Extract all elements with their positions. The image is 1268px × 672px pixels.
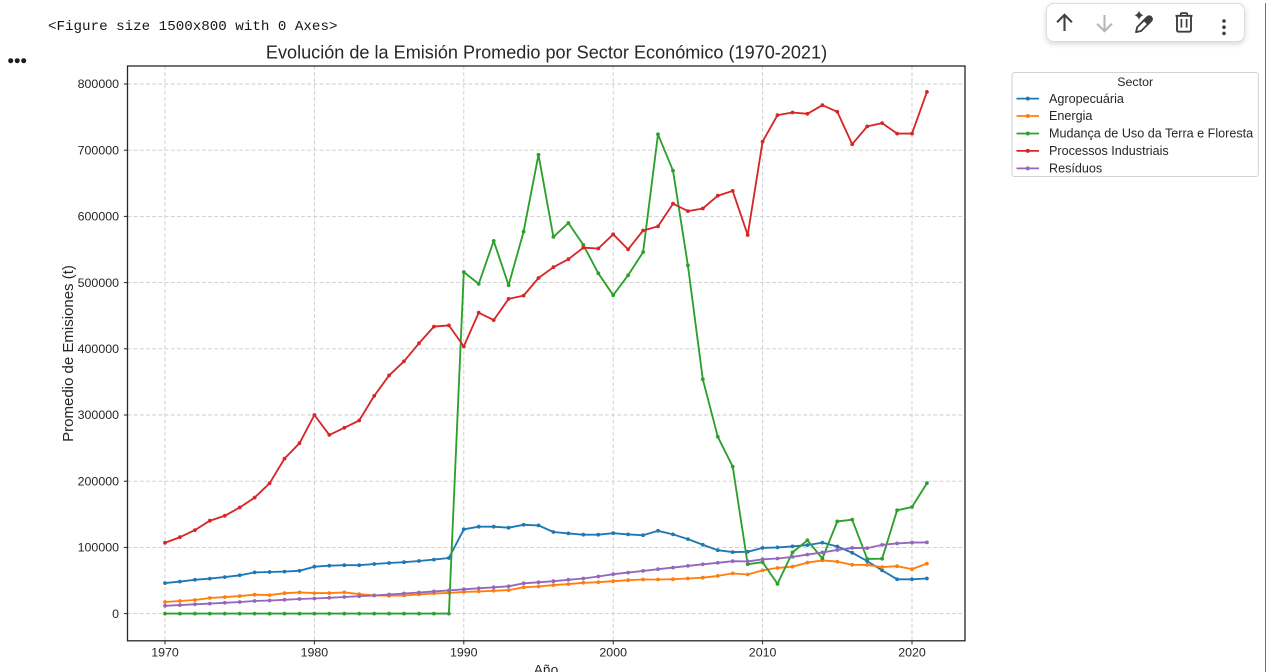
svg-text:2000: 2000: [599, 646, 627, 660]
svg-text:1970: 1970: [151, 646, 179, 660]
svg-text:100000: 100000: [78, 541, 119, 555]
svg-text:Año: Año: [534, 662, 559, 672]
svg-text:700000: 700000: [78, 143, 119, 157]
svg-text:Promedio de Emisiones (t): Promedio de Emisiones (t): [60, 265, 77, 442]
svg-text:Mudança de Uso da Terra e Flor: Mudança de Uso da Terra e Floresta: [1049, 127, 1253, 141]
svg-text:Sector: Sector: [1117, 75, 1153, 89]
svg-text:Evolución de la Emisión Promed: Evolución de la Emisión Promedio por Sec…: [266, 43, 827, 63]
svg-text:300000: 300000: [78, 408, 119, 422]
svg-text:500000: 500000: [78, 276, 119, 290]
svg-text:800000: 800000: [78, 77, 119, 91]
svg-text:600000: 600000: [78, 210, 119, 224]
svg-text:Agropecuária: Agropecuária: [1049, 92, 1124, 106]
svg-text:400000: 400000: [78, 342, 119, 356]
svg-text:Resíduos: Resíduos: [1049, 162, 1102, 176]
svg-text:1980: 1980: [301, 646, 329, 660]
svg-text:200000: 200000: [78, 474, 119, 488]
svg-text:1990: 1990: [450, 646, 478, 660]
svg-text:Processos Industriais: Processos Industriais: [1049, 144, 1169, 158]
svg-text:0: 0: [112, 607, 119, 621]
svg-text:2010: 2010: [749, 646, 777, 660]
svg-text:Energia: Energia: [1049, 109, 1092, 123]
svg-text:2020: 2020: [898, 646, 926, 660]
